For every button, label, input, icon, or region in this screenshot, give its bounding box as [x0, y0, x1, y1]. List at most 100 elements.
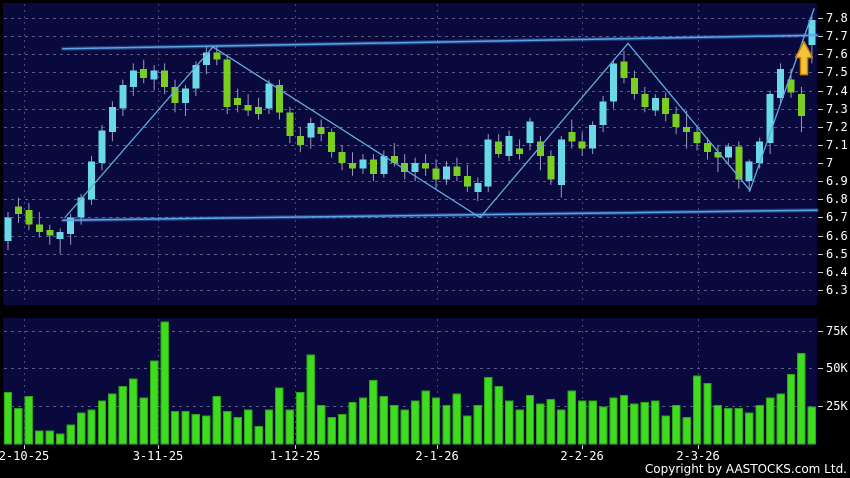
candle-up [181, 88, 189, 104]
candle-up [265, 83, 273, 109]
volume-bar [536, 403, 545, 445]
candle-down [14, 206, 22, 214]
candle-up [359, 159, 367, 169]
volume-bar [306, 354, 315, 445]
volume-bar [619, 394, 629, 445]
candle-down [338, 152, 346, 164]
candle-down [797, 94, 805, 116]
candle-up [745, 161, 753, 182]
copyright-text: Copyright by AASTOCKS.com Ltd. [644, 462, 847, 476]
volume-bar [129, 378, 138, 445]
volume-bar [97, 400, 107, 445]
volume-bar [160, 321, 169, 445]
price-axis-label: 7.8 [826, 10, 848, 25]
volume-bar [745, 412, 754, 445]
candle-down [547, 155, 555, 180]
candle-down [286, 112, 294, 136]
candle-up [651, 97, 659, 111]
candle-down [672, 114, 680, 127]
volume-bar [703, 382, 712, 445]
volume-bar [202, 415, 211, 445]
x-axis-label: 2-1-26 [415, 449, 459, 463]
candle-up [4, 217, 12, 242]
volume-bar [317, 405, 326, 445]
price-axis-label: 6.3 [826, 282, 848, 297]
volume-bar [525, 394, 535, 445]
volume-bar [598, 406, 608, 445]
x-axis-label: 2-2-26 [560, 449, 604, 463]
volume-bar [630, 403, 639, 445]
candle-up [119, 85, 127, 109]
price-axis-label: 7.1 [826, 137, 848, 152]
candle-down [453, 166, 461, 176]
volume-bar [66, 424, 75, 445]
volume-bar [390, 405, 399, 445]
price-axis-label: 6.9 [826, 173, 848, 188]
candle-up [307, 123, 315, 138]
candle-down [516, 148, 524, 154]
price-axis-label: 6.4 [826, 264, 848, 279]
volume-bar [504, 400, 514, 445]
volume-bar [139, 397, 148, 445]
upper-channel-line [62, 34, 818, 50]
volume-bar [223, 411, 232, 445]
candle-down [369, 159, 377, 174]
candle-down [275, 85, 283, 113]
volume-bar [557, 409, 566, 445]
volume-bar [609, 397, 618, 445]
candle-down [349, 163, 357, 169]
price-axis-label: 7.3 [826, 101, 848, 116]
candle-down [578, 141, 586, 149]
candle-up [557, 139, 565, 185]
volume-bar [212, 396, 222, 445]
volume-bar [567, 390, 576, 445]
candle-up [150, 70, 158, 80]
price-axis-label: 6.6 [826, 228, 848, 243]
candle-down [328, 132, 336, 153]
candle-up [766, 94, 774, 144]
candle-down [787, 79, 795, 93]
volume-bar [463, 415, 472, 445]
volume-bar [515, 409, 524, 445]
candle-up [98, 130, 106, 164]
candle-down [171, 86, 179, 104]
price-axis-label: 6.8 [826, 191, 848, 206]
x-axis-label: 1-12-25 [269, 449, 321, 463]
volume-bar [661, 415, 670, 445]
price-axis-label: 7.7 [826, 28, 848, 43]
candle-down [213, 52, 221, 60]
volume-bar [546, 399, 556, 445]
volume-bar [24, 396, 34, 445]
volume-bar [473, 405, 483, 445]
volume-bar [108, 393, 117, 445]
volume-axis-label: 75K [826, 323, 848, 338]
volume-bar [181, 411, 190, 445]
lower-channel-line [62, 209, 818, 221]
price-axis-label: 6.7 [826, 209, 848, 224]
candle-down [25, 210, 33, 225]
volume-bar [421, 390, 430, 445]
volume-bar [358, 397, 368, 445]
up-arrow-icon [794, 40, 814, 76]
candle-down [714, 152, 722, 158]
volume-bar [3, 391, 13, 445]
volume-bar [713, 405, 723, 445]
candle-up [599, 101, 607, 125]
candle-up [411, 163, 419, 173]
candle-down [630, 77, 638, 95]
candle-down [495, 141, 503, 154]
volume-bar [233, 417, 242, 445]
candle-down [693, 132, 701, 144]
candle-up [129, 70, 137, 87]
volume-bar [786, 373, 796, 445]
candle-up [77, 197, 85, 218]
candle-down [234, 97, 242, 106]
candle-down [620, 61, 628, 78]
volume-bar [243, 409, 253, 445]
price-axis-label: 6.5 [826, 246, 848, 261]
candle-up [380, 155, 388, 174]
candle-down [255, 106, 263, 115]
volume-bar [327, 417, 336, 445]
